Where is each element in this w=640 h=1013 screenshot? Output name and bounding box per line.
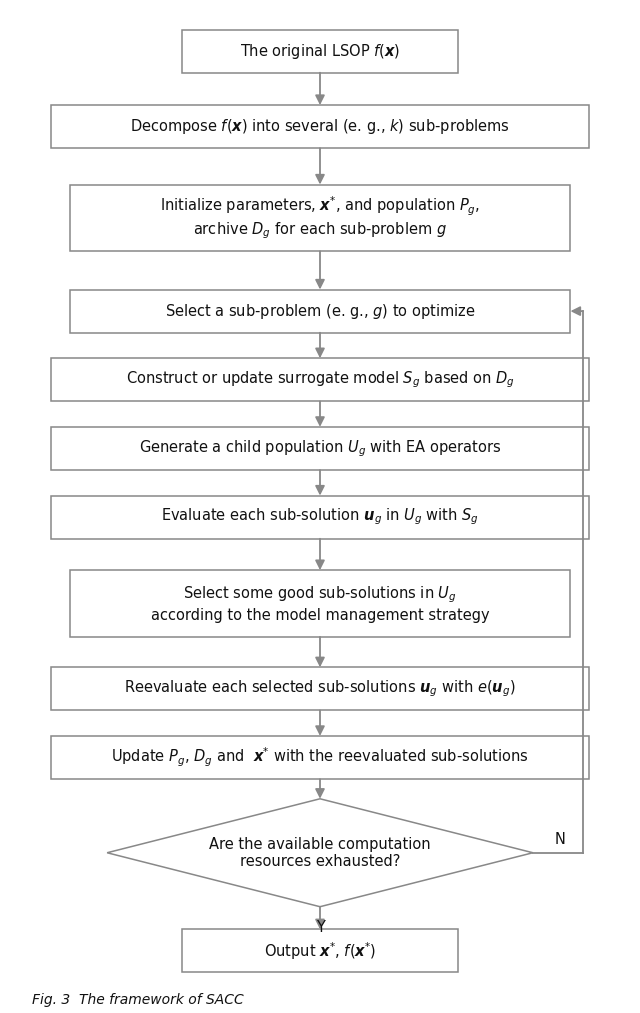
Text: Output $\boldsymbol{x}^{*}$, $f$($\boldsymbol{x}^{*}$): Output $\boldsymbol{x}^{*}$, $f$($\bolds… xyxy=(264,940,376,961)
Polygon shape xyxy=(107,799,533,907)
Text: Are the available computation
resources exhausted?: Are the available computation resources … xyxy=(209,837,431,869)
Text: Decompose $f$($\boldsymbol{x}$) into several (e. g., $k$) sub-problems: Decompose $f$($\boldsymbol{x}$) into sev… xyxy=(130,118,510,136)
FancyBboxPatch shape xyxy=(51,105,589,148)
FancyBboxPatch shape xyxy=(70,184,570,251)
Text: Select a sub-problem (e. g., $g$) to optimize: Select a sub-problem (e. g., $g$) to opt… xyxy=(164,302,476,321)
FancyBboxPatch shape xyxy=(182,929,458,972)
Text: The original LSOP $f$($\boldsymbol{x}$): The original LSOP $f$($\boldsymbol{x}$) xyxy=(240,42,400,61)
Text: Generate a child population $U_g$ with EA operators: Generate a child population $U_g$ with E… xyxy=(139,439,501,459)
Text: Initialize parameters, $\boldsymbol{x}^{*}$, and population $P_g$,
archive $D_g$: Initialize parameters, $\boldsymbol{x}^{… xyxy=(160,194,480,241)
Text: Update $P_g$, $D_g$ and  $\boldsymbol{x}^{*}$ with the reevaluated sub-solutions: Update $P_g$, $D_g$ and $\boldsymbol{x}^… xyxy=(111,746,529,769)
Text: Y: Y xyxy=(316,921,324,935)
FancyBboxPatch shape xyxy=(182,29,458,73)
FancyBboxPatch shape xyxy=(51,495,589,539)
Text: Fig. 3  The framework of SACC: Fig. 3 The framework of SACC xyxy=(32,993,244,1007)
Text: Reevaluate each selected sub-solutions $\boldsymbol{u}_g$ with $e$($\boldsymbol{: Reevaluate each selected sub-solutions $… xyxy=(124,679,516,699)
Text: Evaluate each sub-solution $\boldsymbol{u}_g$ in $U_g$ with $S_g$: Evaluate each sub-solution $\boldsymbol{… xyxy=(161,506,479,528)
FancyBboxPatch shape xyxy=(51,426,589,470)
Text: N: N xyxy=(555,832,566,847)
FancyBboxPatch shape xyxy=(51,668,589,710)
Text: Construct or update surrogate model $S_g$ based on $D_g$: Construct or update surrogate model $S_g… xyxy=(125,370,515,390)
FancyBboxPatch shape xyxy=(51,736,589,779)
Text: Select some good sub-solutions in $U_g$
according to the model management strate: Select some good sub-solutions in $U_g$ … xyxy=(150,585,490,623)
FancyBboxPatch shape xyxy=(70,290,570,332)
FancyBboxPatch shape xyxy=(70,570,570,637)
FancyBboxPatch shape xyxy=(51,359,589,401)
